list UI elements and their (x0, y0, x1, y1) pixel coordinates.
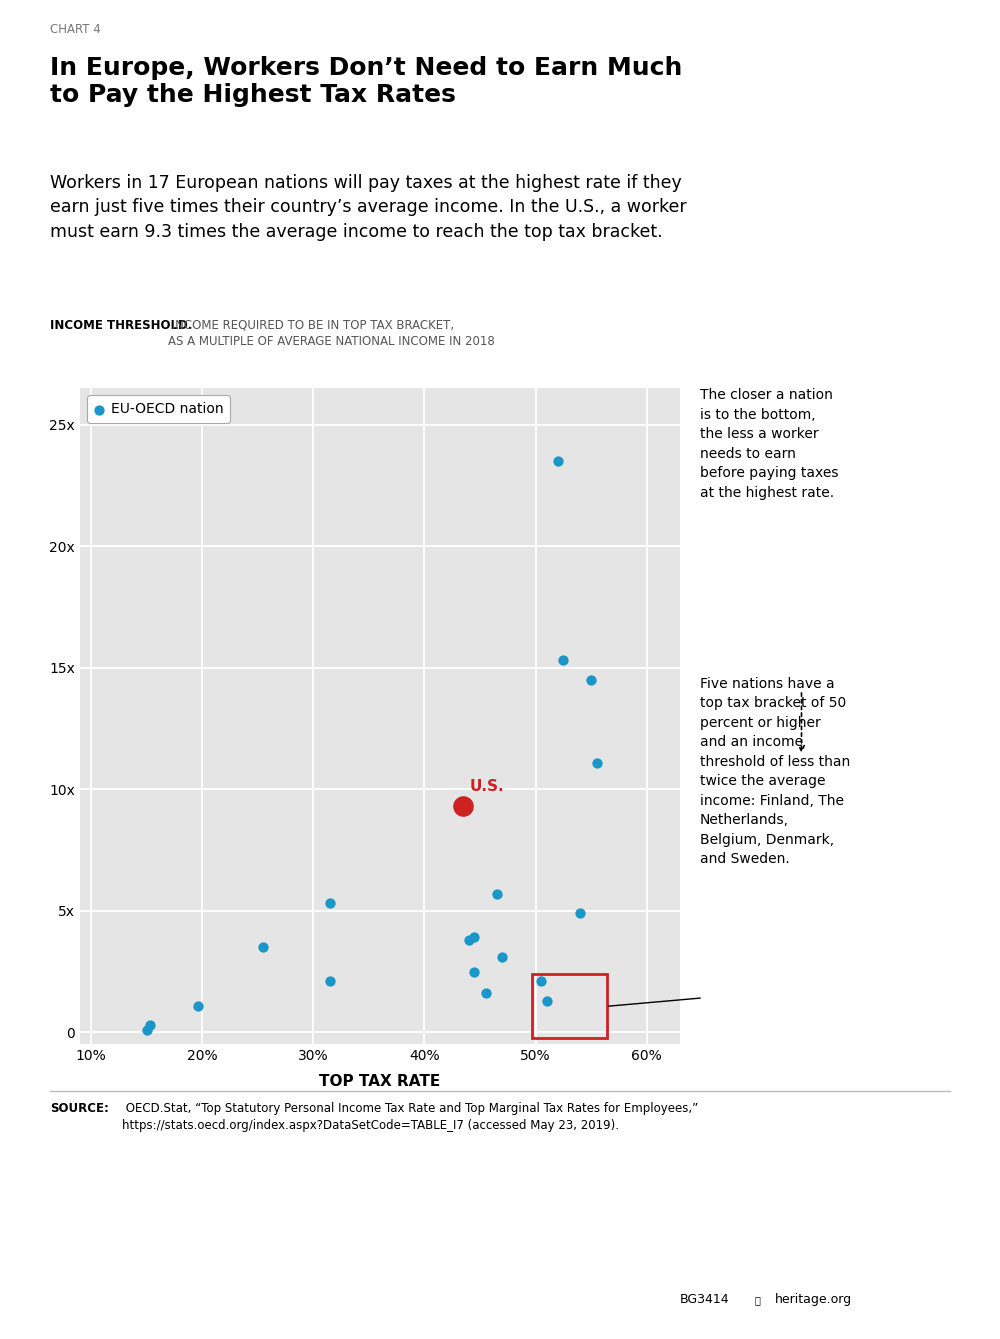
Text: U.S.: U.S. (470, 779, 505, 794)
Point (589, 751, 605, 773)
Point (539, 990, 555, 1011)
Point (322, 971, 338, 992)
Point (466, 927, 482, 948)
Point (533, 971, 549, 992)
Text: OECD.Stat, “Top Statutory Personal Income Tax Rate and Top Marginal Tax Rates fo: OECD.Stat, “Top Statutory Personal Incom… (122, 1102, 698, 1131)
Text: CHART 4: CHART 4 (50, 23, 101, 36)
Point (572, 902, 588, 924)
Text: heritage.org: heritage.org (775, 1292, 852, 1306)
Point (466, 961, 482, 983)
Point (455, 795, 471, 817)
Point (555, 649, 571, 671)
Point (139, 1019, 155, 1040)
Point (461, 929, 477, 951)
Text: INCOME REQUIRED TO BE IN TOP TAX BRACKET,
AS A MULTIPLE OF AVERAGE NATIONAL INCO: INCOME REQUIRED TO BE IN TOP TAX BRACKET… (168, 319, 495, 348)
Text: Five nations have a
top tax bracket of 50
percent or higher
and an income
thresh: Five nations have a top tax bracket of 5… (700, 678, 850, 866)
Point (494, 947, 510, 968)
Point (190, 995, 206, 1016)
Legend: EU-OECD nation: EU-OECD nation (87, 395, 230, 423)
Text: Workers in 17 European nations will pay taxes at the highest rate if they
earn j: Workers in 17 European nations will pay … (50, 174, 687, 241)
Point (255, 936, 271, 957)
Text: SOURCE:: SOURCE: (50, 1102, 109, 1115)
Point (478, 983, 494, 1004)
X-axis label: TOP TAX RATE: TOP TAX RATE (319, 1074, 441, 1090)
Bar (532, 973, 607, 1038)
Text: ⬛: ⬛ (755, 1296, 761, 1306)
Point (489, 882, 505, 904)
Text: BG3414: BG3414 (680, 1292, 730, 1306)
Text: INCOME THRESHOLD.: INCOME THRESHOLD. (50, 319, 192, 332)
Text: In Europe, Workers Don’t Need to Earn Much
to Pay the Highest Tax Rates: In Europe, Workers Don’t Need to Earn Mu… (50, 56, 682, 107)
Point (550, 450, 566, 471)
Point (322, 893, 338, 915)
Point (583, 670, 599, 691)
Text: The closer a nation
is to the bottom,
the less a worker
needs to earn
before pay: The closer a nation is to the bottom, th… (700, 388, 838, 499)
Point (142, 1014, 158, 1035)
